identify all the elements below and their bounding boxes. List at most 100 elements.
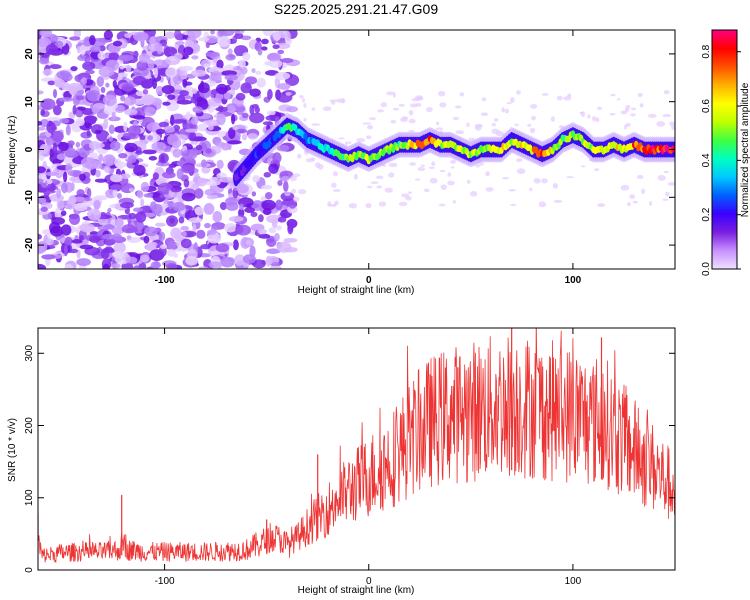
noise-blob bbox=[176, 160, 186, 167]
noise-blob bbox=[102, 233, 115, 240]
noise-blob bbox=[249, 104, 255, 116]
noise-blob bbox=[132, 75, 147, 86]
noise-blob bbox=[327, 201, 332, 207]
noise-blob bbox=[227, 48, 233, 55]
noise-blob bbox=[190, 116, 199, 125]
snr-ticks: -100 0 100 0 100 200 300 bbox=[24, 328, 675, 587]
noise-blob bbox=[227, 140, 242, 145]
noise-blob bbox=[201, 159, 207, 168]
noise-blob bbox=[46, 229, 51, 239]
noise-blob bbox=[375, 175, 384, 180]
noise-blob bbox=[132, 207, 144, 213]
noise-blob bbox=[108, 136, 114, 142]
noise-blob bbox=[155, 128, 166, 135]
noise-blob bbox=[426, 107, 433, 113]
noise-blob bbox=[58, 97, 74, 102]
noise-blob bbox=[281, 175, 290, 182]
noise-blob bbox=[251, 200, 264, 211]
noise-blob bbox=[409, 103, 418, 108]
y-tick-label: -10 bbox=[24, 190, 35, 205]
noise-blob bbox=[191, 55, 199, 60]
noise-blob bbox=[40, 206, 48, 212]
noise-blob bbox=[252, 175, 261, 183]
noise-blob bbox=[345, 141, 349, 145]
noise-blob bbox=[152, 172, 159, 180]
noise-blob bbox=[287, 223, 294, 235]
noise-blob bbox=[40, 108, 46, 116]
noise-blob bbox=[172, 201, 186, 212]
noise-blob bbox=[155, 85, 164, 96]
noise-blob bbox=[594, 168, 600, 171]
noise-blob bbox=[260, 184, 273, 190]
noise-blob bbox=[206, 229, 217, 236]
noise-blob bbox=[47, 80, 56, 86]
noise-blob bbox=[516, 158, 523, 163]
noise-blob bbox=[277, 82, 291, 90]
noise-blob bbox=[195, 144, 203, 151]
noise-blob bbox=[408, 118, 416, 124]
noise-blob bbox=[423, 188, 430, 193]
noise-blob bbox=[56, 199, 65, 210]
noise-blob bbox=[260, 38, 269, 45]
noise-blob bbox=[235, 92, 246, 101]
noise-blob bbox=[529, 187, 533, 192]
noise-blob bbox=[474, 123, 483, 128]
noise-blob bbox=[65, 163, 73, 173]
noise-blob bbox=[193, 188, 204, 199]
noise-blob bbox=[550, 116, 555, 122]
noise-blob bbox=[76, 258, 91, 267]
noise-blob bbox=[189, 131, 197, 142]
noise-blob bbox=[86, 129, 91, 137]
noise-blob bbox=[291, 188, 297, 194]
noise-blob bbox=[216, 159, 224, 170]
noise-blob bbox=[108, 124, 115, 134]
noise-blob bbox=[79, 223, 96, 233]
noise-blob bbox=[276, 225, 282, 231]
noise-blob bbox=[408, 109, 414, 116]
noise-blob bbox=[225, 197, 239, 206]
noise-blob bbox=[109, 184, 123, 191]
noise-blob bbox=[332, 171, 338, 177]
noise-blob bbox=[329, 99, 338, 103]
noise-blob bbox=[74, 202, 88, 212]
noise-blob bbox=[232, 126, 239, 131]
noise-blob bbox=[105, 82, 110, 88]
noise-blob bbox=[113, 241, 126, 254]
noise-blob bbox=[75, 117, 85, 127]
noise-blob bbox=[201, 165, 211, 174]
noise-blob bbox=[96, 76, 105, 87]
noise-blob bbox=[298, 189, 307, 195]
noise-blob bbox=[107, 207, 112, 213]
noise-blob bbox=[38, 197, 47, 204]
noise-blob bbox=[198, 37, 210, 42]
spectrogram-y-axis-label: Frequency (Hz) bbox=[7, 116, 18, 185]
noise-blob bbox=[87, 187, 92, 198]
noise-blob bbox=[140, 254, 150, 263]
noise-blob bbox=[203, 202, 215, 215]
noise-blob bbox=[89, 35, 96, 46]
noise-blob bbox=[204, 222, 211, 229]
noise-blob bbox=[38, 58, 50, 65]
noise-blob bbox=[112, 80, 117, 88]
noise-blob bbox=[386, 91, 395, 96]
noise-blob bbox=[76, 189, 85, 197]
colorbar-gradient bbox=[712, 30, 737, 269]
noise-blob bbox=[83, 115, 98, 123]
noise-blob bbox=[150, 261, 162, 269]
noise-blob bbox=[258, 214, 264, 223]
noise-blob bbox=[459, 92, 465, 97]
noise-blob bbox=[597, 106, 602, 111]
noise-blob bbox=[266, 214, 282, 224]
noise-blob bbox=[191, 88, 198, 94]
noise-blob bbox=[563, 96, 572, 101]
noise-blob bbox=[398, 201, 408, 207]
noise-blob bbox=[234, 254, 245, 266]
noise-blob bbox=[190, 183, 200, 190]
noise-blob bbox=[663, 170, 669, 174]
noise-blob bbox=[280, 57, 294, 64]
noise-blob bbox=[103, 30, 114, 41]
noise-blob bbox=[491, 123, 496, 127]
colorbar-ticks: 0.0 0.2 0.4 0.6 0.8 bbox=[701, 44, 741, 276]
colorbar-tick-label: 0.8 bbox=[701, 44, 712, 58]
noise-blob bbox=[194, 206, 205, 216]
